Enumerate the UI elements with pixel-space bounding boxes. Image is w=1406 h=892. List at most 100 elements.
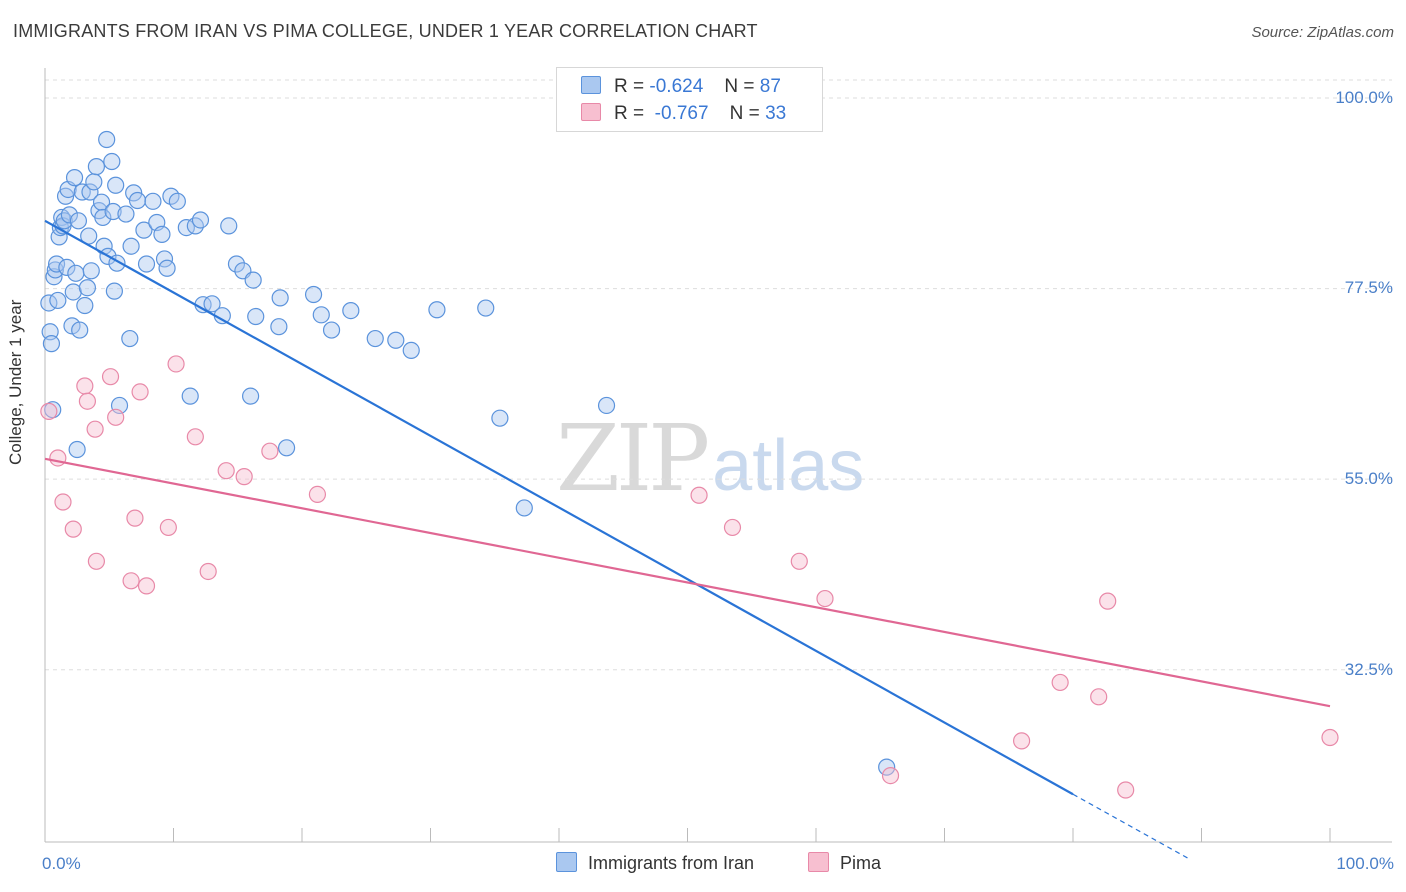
iran-point-21 xyxy=(68,440,86,459)
pima-point-8 xyxy=(101,368,120,386)
iran-point-19 xyxy=(65,169,84,187)
iran-n-value: 87 xyxy=(759,76,781,97)
y-tick-label-32-5: 32.5% xyxy=(1344,660,1393,679)
iran-n-label: N = xyxy=(724,76,755,97)
iran-point-70 xyxy=(247,307,265,326)
grid-lines xyxy=(45,79,1392,671)
pima-n-value: 33 xyxy=(765,103,787,124)
iran-point-86 xyxy=(878,758,896,776)
pima-r-value: -0.767 xyxy=(654,103,709,124)
bottom-legend-iran[interactable]: Immigrants from Iran xyxy=(556,852,754,874)
x-tick-label-max: 100.0% xyxy=(1336,854,1394,873)
y-tick-label-55: 55.0% xyxy=(1344,469,1393,488)
iran-point-36 xyxy=(98,130,116,149)
pima-point-18 xyxy=(217,462,235,480)
iran-point-31 xyxy=(87,158,106,176)
pima-point-14 xyxy=(159,518,177,537)
iran-point-48 xyxy=(128,191,147,210)
pima-n-label: N = xyxy=(729,103,760,124)
pima-point-6 xyxy=(86,420,104,438)
iran-r-value: -0.624 xyxy=(649,76,704,97)
iran-point-63 xyxy=(203,295,221,313)
pima-point-21 xyxy=(308,485,327,503)
iran-point-85 xyxy=(597,396,616,415)
bottom-legend-pima[interactable]: Pima xyxy=(808,852,881,874)
iran-point-25 xyxy=(76,296,94,315)
pima-point-27 xyxy=(1012,732,1031,750)
iran-point-61 xyxy=(191,211,210,229)
pima-legend-swatch xyxy=(808,852,829,872)
iran-point-33 xyxy=(92,193,111,211)
iran-point-78 xyxy=(366,329,384,348)
iran-point-73 xyxy=(277,439,296,457)
iran-point-55 xyxy=(158,259,176,277)
iran-point-75 xyxy=(312,306,330,324)
iran-point-69 xyxy=(244,271,262,289)
iran-point-46 xyxy=(122,237,140,255)
iran-point-65 xyxy=(220,217,238,235)
y-tick-label-100: 100.0% xyxy=(1335,88,1393,107)
iran-point-50 xyxy=(137,255,156,273)
pima-point-32 xyxy=(1321,728,1339,747)
iran-point-14 xyxy=(58,258,76,276)
iran-point-38 xyxy=(103,152,121,171)
iran-point-51 xyxy=(144,192,162,210)
iran-point-26 xyxy=(78,279,97,297)
watermark-zip: ZIP xyxy=(556,405,710,512)
iran-point-13 xyxy=(56,187,75,205)
iran-point-49 xyxy=(135,221,153,239)
pima-point-26 xyxy=(881,766,900,785)
pima-point-2 xyxy=(54,493,72,511)
pima-point-4 xyxy=(76,377,94,395)
iran-point-22 xyxy=(69,212,88,230)
iran-point-6 xyxy=(47,255,66,273)
chart-title: IMMIGRANTS FROM IRAN VS PIMA COLLEGE, UN… xyxy=(13,21,758,41)
pima-point-29 xyxy=(1090,688,1108,706)
pima-point-17 xyxy=(199,562,217,581)
y-tick-label-77-5: 77.5% xyxy=(1344,278,1393,297)
iran-point-18 xyxy=(64,283,82,301)
pima-point-22 xyxy=(690,486,708,504)
iran-point-44 xyxy=(117,205,135,223)
iran-point-30 xyxy=(85,173,103,191)
pima-point-28 xyxy=(1051,673,1069,692)
pima-point-12 xyxy=(131,383,149,401)
iran-point-4 xyxy=(45,268,63,286)
pima-point-19 xyxy=(235,468,253,486)
pima-point-16 xyxy=(186,428,204,446)
iran-point-20 xyxy=(67,264,85,282)
source-label: Source: ZipAtlas.com xyxy=(1251,24,1394,41)
iran-point-79 xyxy=(387,331,405,349)
pima-point-5 xyxy=(78,392,97,410)
pima-trend-line xyxy=(44,457,1331,708)
iran-point-68 xyxy=(242,387,260,405)
iran-trend-line xyxy=(44,219,1074,796)
iran-point-80 xyxy=(402,341,420,360)
pima-swatch xyxy=(581,103,601,121)
iran-point-84 xyxy=(515,499,533,517)
pima-point-30 xyxy=(1099,592,1117,610)
iran-point-23 xyxy=(71,321,89,339)
iran-point-57 xyxy=(168,192,186,210)
trend-lines xyxy=(44,219,1331,860)
iran-point-7 xyxy=(49,291,67,310)
pima-point-31 xyxy=(1117,781,1135,799)
pima-point-7 xyxy=(87,552,106,570)
stats-legend: R = -0.624 N = 87 R = -0.767 N = 33 xyxy=(556,67,823,132)
pima-point-10 xyxy=(122,572,140,590)
iran-point-77 xyxy=(342,301,360,320)
x-tick-label-min: 0.0% xyxy=(42,854,81,873)
y-axis-label: College, Under 1 year xyxy=(6,299,25,465)
iran-point-2 xyxy=(42,335,61,353)
iran-point-71 xyxy=(270,318,288,336)
iran-legend-swatch xyxy=(556,852,577,872)
pima-point-20 xyxy=(261,442,279,460)
iran-point-76 xyxy=(322,321,341,339)
pima-point-0 xyxy=(40,402,58,420)
iran-points xyxy=(40,130,896,776)
iran-swatch xyxy=(581,76,601,94)
iran-point-81 xyxy=(428,301,446,319)
pima-point-9 xyxy=(107,408,125,426)
pima-legend-label: Pima xyxy=(840,853,882,873)
